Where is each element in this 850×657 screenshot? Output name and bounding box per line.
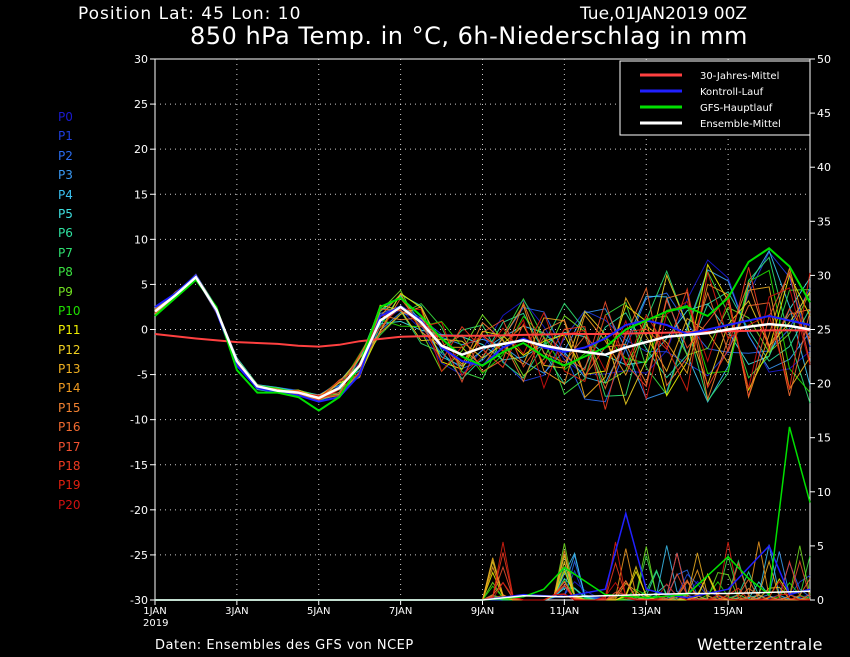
series-line-30-jahres-mittel [154, 329, 810, 348]
x-tick-label: 5JAN [307, 606, 330, 617]
member-label-p1: P1 [58, 129, 73, 144]
y-tick-label-left: 5 [141, 278, 148, 291]
chart-title: 850 hPa Temp. in °C, 6h-Niederschlag in … [190, 22, 748, 50]
member-label-p7: P7 [58, 245, 73, 260]
x-tick-sublabel: 2019 [143, 618, 168, 629]
y-tick-label-left: 20 [134, 143, 148, 156]
run-date: Tue,01JAN2019 00Z [580, 4, 748, 24]
x-tick-label: 9JAN [471, 606, 494, 617]
member-label-p12: P12 [58, 342, 81, 357]
y-tick-label-right: 15 [817, 432, 831, 445]
x-tick-label: 1JAN [143, 606, 166, 617]
member-precip-p14 [155, 541, 811, 601]
position-label: Position Lat: 45 Lon: 10 [78, 4, 302, 24]
y-tick-label-right: 45 [817, 107, 831, 120]
y-tick-label-right: 40 [817, 161, 831, 174]
member-label-p2: P2 [58, 148, 73, 163]
y-tick-label-right: 0 [817, 594, 824, 607]
y-tick-label-left: -15 [130, 459, 148, 472]
member-label-p5: P5 [58, 206, 73, 221]
y-tick-label-right: 5 [817, 540, 824, 553]
member-label-p10: P10 [58, 303, 81, 318]
y-tick-label-left: -20 [130, 504, 148, 517]
member-label-p18: P18 [58, 459, 81, 474]
member-line-p7 [154, 256, 811, 404]
y-tick-label-right: 35 [817, 215, 831, 228]
y-tick-label-left: -10 [130, 414, 148, 427]
member-precip-p6 [155, 570, 810, 601]
member-label-p14: P14 [58, 381, 81, 396]
y-tick-label-left: 30 [134, 53, 148, 66]
precip-line-ensemble-mittel [155, 590, 811, 601]
y-tick-label-left: 25 [134, 98, 148, 111]
x-tick-label: 13JAN [631, 606, 661, 617]
y-tick-label-left: 0 [141, 324, 148, 337]
series-line-ensemble-mittel [154, 275, 811, 400]
legend-label: GFS-Hauptlauf [700, 103, 773, 114]
member-precip-p11 [155, 569, 811, 601]
x-tick-label: 3JAN [225, 606, 248, 617]
y-tick-label-right: 50 [817, 53, 831, 66]
member-label-p6: P6 [58, 226, 73, 241]
y-tick-label-left: -5 [137, 369, 148, 382]
legend-label: 30-Jahres-Mittel [700, 71, 779, 82]
precip-line-kontroll-lauf [155, 510, 811, 601]
x-tick-label: 15JAN [713, 606, 743, 617]
x-tick-label: 11JAN [549, 606, 579, 617]
precip-line-gfs-hauptlauf [155, 426, 811, 601]
y-tick-label-right: 20 [817, 378, 831, 391]
member-label-p3: P3 [58, 168, 73, 183]
member-label-p11: P11 [58, 323, 81, 338]
legend-label: Ensemble-Mittel [700, 119, 781, 130]
y-tick-label-left: -30 [130, 594, 148, 607]
member-label-p15: P15 [58, 400, 81, 415]
ensemble-member-list: P0 P1 P2 P3 P4 P5 P6 P7 P8 P9 P10 P11 P12 P13 P14 P15 P1… [58, 108, 81, 515]
x-tick-label: 7JAN [389, 606, 412, 617]
member-label-p0: P0 [58, 110, 73, 124]
member-label-p19: P19 [58, 478, 81, 493]
series-line-gfs-hauptlauf [154, 247, 811, 412]
y-tick-label-right: 10 [817, 486, 831, 499]
legend-label: Kontroll-Lauf [700, 87, 764, 98]
member-precip-p1 [155, 569, 811, 601]
brand-name: Wetterzentrale [697, 635, 824, 654]
y-tick-label-left: -25 [130, 549, 148, 562]
member-label-p16: P16 [58, 420, 81, 435]
member-label-p17: P17 [58, 439, 81, 454]
y-tick-label-left: 15 [134, 188, 148, 201]
member-label-p8: P8 [58, 265, 73, 280]
y-tick-label-right: 30 [817, 269, 831, 282]
member-label-p20: P20 [58, 497, 81, 512]
member-label-p9: P9 [58, 284, 73, 299]
y-tick-label-right: 25 [817, 324, 831, 337]
member-label-p4: P4 [58, 187, 73, 202]
y-tick-label-left: 10 [134, 233, 148, 246]
data-source-note: Daten: Ensembles des GFS von NCEP [155, 638, 414, 653]
member-label-p13: P13 [58, 362, 81, 377]
